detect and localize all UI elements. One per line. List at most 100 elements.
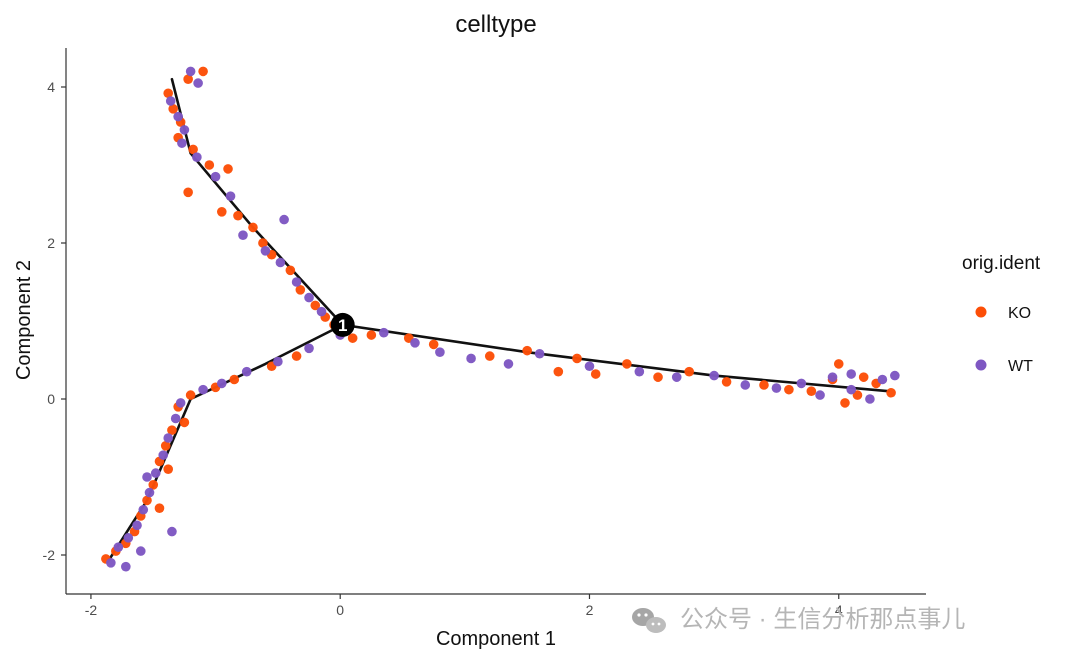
ko-point <box>572 353 582 364</box>
legend-ko-swatch <box>975 306 987 318</box>
wt-point <box>175 398 186 408</box>
wt-point <box>304 292 314 303</box>
ko-point <box>759 380 769 390</box>
wt-point <box>273 356 283 367</box>
wt-point <box>410 338 420 348</box>
ko-point <box>216 207 227 217</box>
ko-point <box>622 359 632 369</box>
y-axis-title: Component 2 <box>13 260 35 380</box>
wt-point <box>138 504 149 515</box>
ko-point <box>653 372 663 382</box>
ko-point <box>148 480 159 490</box>
ko-point <box>784 384 794 395</box>
y-tick-label: 4 <box>47 79 55 95</box>
ko-point <box>858 372 869 382</box>
ko-point <box>347 333 358 343</box>
wt-point <box>142 472 152 482</box>
ko-point <box>183 187 193 198</box>
ko-point <box>291 351 302 361</box>
x-axis-title: Component 1 <box>436 628 556 650</box>
x-tick-label: 0 <box>336 602 344 618</box>
wt-point <box>179 125 190 135</box>
trajectory-branch-line <box>108 323 344 561</box>
ko-point <box>366 330 377 340</box>
wt-point <box>238 230 248 240</box>
ko-point <box>142 495 152 506</box>
wt-point <box>865 394 875 404</box>
ko-point <box>223 164 233 174</box>
x-tick-label: 2 <box>586 602 594 618</box>
wt-point <box>210 171 221 182</box>
ko-point <box>248 222 258 233</box>
ko-point <box>840 398 850 408</box>
ko-point <box>484 351 495 361</box>
wt-point <box>291 277 302 287</box>
ko-point <box>167 425 177 436</box>
wt-point <box>158 450 169 460</box>
x-tick-label: 4 <box>835 602 843 618</box>
wt-point <box>163 433 174 443</box>
ko-point <box>590 369 601 379</box>
wt-point <box>815 390 825 400</box>
wt-point <box>185 66 196 77</box>
wt-point <box>165 96 176 106</box>
ko-point <box>310 300 321 311</box>
wt-point <box>846 369 857 379</box>
wt-point <box>113 542 124 552</box>
ko-point <box>229 374 240 385</box>
axis-layer: -2 0 2 4 -2 0 2 4 <box>43 48 926 618</box>
ko-point <box>721 377 732 387</box>
branch-point-label: 1 <box>338 316 347 335</box>
ko-point <box>183 74 193 84</box>
ko-point <box>160 441 171 451</box>
legend-title: orig.ident <box>962 253 1041 274</box>
wt-point <box>225 191 236 201</box>
axis-title-layer: Component 1 Component 2 <box>13 260 556 650</box>
wt-point <box>584 361 595 372</box>
ko-point <box>188 144 198 155</box>
wt-point <box>241 366 252 377</box>
wt-point <box>123 533 134 543</box>
wt-point <box>503 359 514 369</box>
ko-point <box>886 387 896 398</box>
wt-point <box>132 520 142 531</box>
wt-point <box>173 111 183 122</box>
wt-point <box>740 380 751 390</box>
wt-point <box>150 468 161 478</box>
wt-point <box>170 413 181 424</box>
wt-point <box>275 257 286 268</box>
legend: orig.ident KO WT <box>962 253 1041 375</box>
ko-point <box>295 285 306 295</box>
ko-point <box>285 265 296 276</box>
ko-point <box>428 339 439 350</box>
wt-point <box>877 374 888 385</box>
x-tick-label: -2 <box>85 602 98 618</box>
wt-point <box>279 214 289 225</box>
ko-point <box>852 390 863 400</box>
wt-point <box>144 487 155 498</box>
ko-point <box>163 88 174 99</box>
wt-point <box>771 383 782 393</box>
ko-point <box>204 160 215 170</box>
wt-point <box>260 246 271 256</box>
legend-wt-swatch <box>975 359 987 371</box>
branch-point-marker <box>330 312 355 337</box>
wt-point <box>167 526 177 537</box>
ko-point <box>522 345 532 356</box>
wt-point <box>192 152 202 162</box>
wt-point <box>634 366 645 377</box>
watermark-text: 公众号 · 生信分析那点事儿 <box>680 606 965 633</box>
wt-point <box>379 327 389 338</box>
wt-point <box>193 78 203 88</box>
branch-layer: 1 <box>330 312 355 337</box>
watermark: 公众号 · 生信分析那点事儿 <box>632 606 965 633</box>
trajectory-branch-line <box>341 323 890 393</box>
wechat-icon <box>632 608 666 633</box>
wt-point <box>316 306 327 317</box>
wt-point <box>671 372 682 382</box>
ko-point <box>185 390 196 400</box>
wt-point <box>435 347 445 358</box>
ko-point <box>163 464 174 475</box>
